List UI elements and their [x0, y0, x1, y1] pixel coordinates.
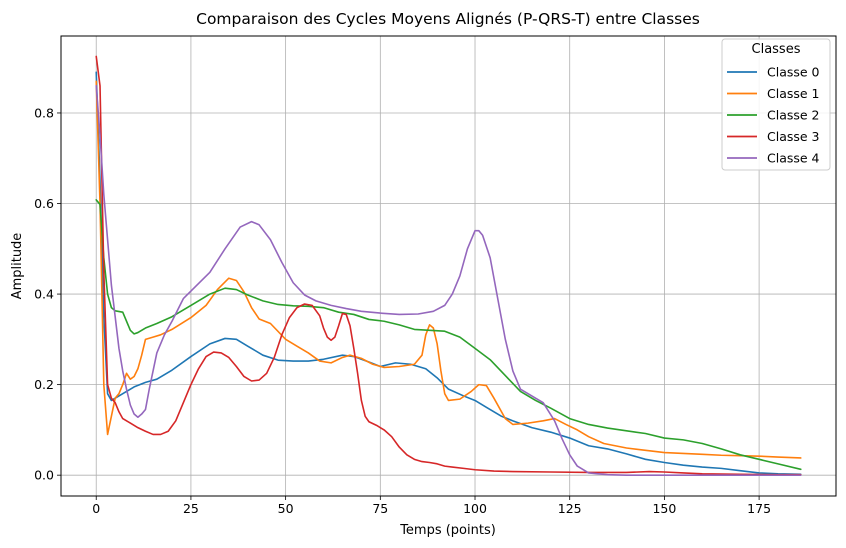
- x-tick-label: 150: [652, 501, 676, 516]
- series-layer: [95, 55, 802, 476]
- y-tick-label: 0.2: [34, 377, 54, 392]
- y-tick-label: 0.6: [34, 196, 54, 211]
- legend-title: Classes: [752, 42, 801, 57]
- grid: [61, 36, 836, 496]
- series-line-4: [95, 85, 802, 476]
- series-line-1: [95, 80, 802, 459]
- x-tick-label: 175: [747, 501, 771, 516]
- legend-label: Classe 2: [767, 108, 820, 123]
- y-tick-label: 0.8: [34, 105, 54, 120]
- legend-label: Classe 0: [767, 65, 820, 80]
- legend: Classes Classe 0 Classe 1 Classe 2 Classe 3…: [721, 38, 831, 171]
- x-axis-label: Temps (points): [399, 523, 496, 538]
- chart-title: Comparaison des Cycles Moyens Alignés (P…: [196, 10, 700, 28]
- legend-label: Classe 4: [767, 151, 820, 166]
- series-line-2: [95, 199, 802, 471]
- legend-label: Classe 1: [767, 86, 820, 101]
- x-tick-label: 25: [183, 501, 199, 516]
- x-tick-label: 125: [558, 501, 582, 516]
- y-tick-label: 0.0: [34, 468, 54, 483]
- x-tick-label: 75: [372, 501, 388, 516]
- x-tick-label: 100: [463, 501, 487, 516]
- series-line-0: [95, 71, 802, 476]
- x-tick-label: 50: [278, 501, 294, 516]
- x-axis: 0 25 50 75 100 125 150 175: [92, 496, 771, 516]
- series-line-3: [95, 55, 802, 476]
- x-tick-label: 0: [92, 501, 100, 516]
- y-axis: 0.0 0.2 0.4 0.6 0.8: [34, 105, 61, 483]
- y-axis-label: Amplitude: [10, 233, 25, 300]
- legend-label: Classe 3: [767, 129, 820, 144]
- plot-frame: [60, 35, 837, 497]
- legend-items: Classe 0 Classe 1 Classe 2 Classe 3 Classe 4: [727, 65, 820, 166]
- y-tick-label: 0.4: [34, 287, 54, 302]
